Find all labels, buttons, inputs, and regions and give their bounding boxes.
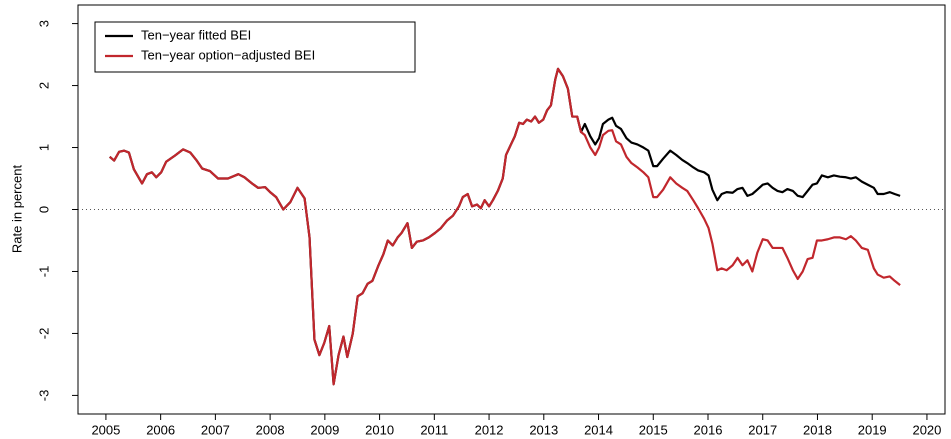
legend-box — [94, 21, 416, 73]
y-tick-label: -2 — [36, 328, 51, 340]
legend-label: Ten−year fitted BEI — [141, 27, 251, 42]
x-tick-label: 2009 — [310, 422, 339, 437]
y-tick-label: -1 — [36, 266, 51, 278]
x-tick-label: 2013 — [529, 422, 558, 437]
x-tick-label: 2008 — [256, 422, 285, 437]
x-tick-label: 2019 — [858, 422, 887, 437]
y-tick-label: 3 — [36, 20, 51, 27]
x-tick-label: 2014 — [584, 422, 613, 437]
x-tick-label: 2017 — [748, 422, 777, 437]
x-tick-label: 2010 — [365, 422, 394, 437]
x-tick-label: 2005 — [91, 422, 120, 437]
series-line — [109, 67, 901, 386]
x-tick-label: 2007 — [201, 422, 230, 437]
x-tick-label: 2016 — [694, 422, 723, 437]
y-tick-label: 1 — [36, 144, 51, 151]
x-tick-label: 2011 — [420, 422, 448, 437]
x-tick-label: 2012 — [475, 422, 504, 437]
y-tick-label: 0 — [36, 206, 51, 213]
x-tick-label: 2018 — [803, 422, 832, 437]
y-tick-label: -3 — [36, 390, 51, 402]
x-tick-label: 2020 — [912, 422, 941, 437]
y-axis-label: Rate in percent — [9, 165, 24, 254]
y-tick-label: 2 — [36, 82, 51, 89]
series-line — [109, 67, 901, 386]
legend-label: Ten−year option−adjusted BEI — [141, 47, 315, 62]
x-tick-label: 2015 — [639, 422, 668, 437]
x-tick-label: 2006 — [146, 422, 175, 437]
